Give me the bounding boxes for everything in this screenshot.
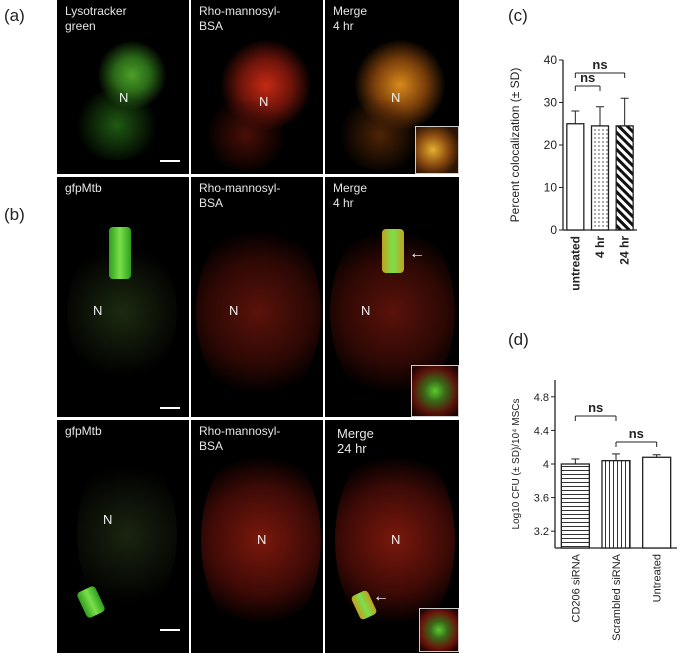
- zoom-inset: [415, 126, 459, 174]
- lysotracker-caption: Lysotracker green: [65, 4, 127, 33]
- bar: [566, 123, 585, 231]
- merge-caption: Merge 24 hr: [337, 426, 374, 456]
- y-tick-label: 4: [543, 459, 549, 471]
- nucleus-label: N: [361, 303, 371, 318]
- y-tick-label: 0: [550, 223, 557, 237]
- rho-caption: Rho-mannosyl- BSA: [199, 4, 281, 33]
- merge-caption: Merge 4 hr: [333, 4, 368, 33]
- micrograph-rho-mannosyl-bsa: Rho-mannosyl- BSA N: [191, 0, 323, 174]
- y-tick-label: 4.8: [534, 392, 549, 404]
- arrow-icon: ←: [409, 245, 425, 262]
- zoom-inset: [411, 365, 459, 417]
- bar: [601, 459, 631, 549]
- scale-bar: [160, 407, 180, 409]
- micrograph-gfpmtb: gfpMtb N: [57, 177, 189, 417]
- nucleus-label: N: [103, 512, 113, 527]
- scale-bar: [160, 629, 180, 631]
- bar: [615, 125, 634, 231]
- y-axis-label: Percent colocalization (± SD): [508, 68, 522, 223]
- panel-letter-d: (d): [508, 330, 529, 349]
- y-tick-label: 4.4: [534, 425, 549, 437]
- nucleus-label: N: [93, 303, 103, 318]
- nucleus-label: N: [391, 90, 401, 105]
- chart-colocalization: 0 10 20 30 40 Percent colocalization (± SD) un…: [508, 53, 637, 291]
- y-tick-label: 10: [544, 181, 558, 195]
- rho-caption: Rho-mannosyl- BSA: [199, 424, 281, 453]
- gfp-caption: gfpMtb: [65, 181, 102, 195]
- nucleus-label: N: [229, 303, 239, 318]
- y-tick-label: 20: [544, 138, 558, 152]
- nucleus-label: N: [259, 94, 269, 109]
- y-tick-label: 3.6: [534, 493, 549, 505]
- y-axis-label: Log10 CFU (± SD)/10⁴ MSCs: [511, 399, 522, 530]
- nucleus-label: N: [391, 532, 401, 547]
- micrograph-merge: Merge 4 hr N: [325, 0, 459, 174]
- panel-letter-a: (a): [4, 6, 25, 25]
- y-tick-label: 40: [544, 53, 558, 67]
- significance-label: ns: [580, 70, 595, 85]
- bar: [590, 125, 610, 231]
- significance-label: ns: [592, 57, 607, 72]
- significance-label: ns: [629, 426, 644, 441]
- y-tick-label: 30: [544, 96, 558, 110]
- scale-bar: [160, 160, 180, 162]
- micrograph-rho-mannosyl-bsa: Rho-mannosyl- BSA N: [191, 177, 323, 417]
- x-tick-label: untreated: [568, 236, 582, 291]
- micrograph-lysotracker: Lysotracker green N: [57, 0, 189, 174]
- x-tick-label: 4 hr: [593, 236, 607, 258]
- zoom-inset: [419, 608, 459, 652]
- micrograph-merge: ← Merge 4 hr N: [325, 177, 459, 417]
- micrograph-rho-mannosyl-bsa: Rho-mannosyl- BSA N: [191, 420, 323, 653]
- panel-letter-c: (c): [508, 6, 528, 25]
- nucleus-label: N: [119, 90, 129, 105]
- arrow-icon: ←: [373, 588, 389, 605]
- x-tick-label: 24 hr: [618, 236, 632, 265]
- gfp-caption: gfpMtb: [65, 424, 102, 438]
- bar: [642, 456, 672, 549]
- significance-label: ns: [588, 400, 603, 415]
- merge-caption: Merge 4 hr: [333, 181, 368, 210]
- micrograph-merge: ← Merge 24 hr N: [325, 420, 459, 653]
- rho-caption: Rho-mannosyl- BSA: [199, 181, 281, 210]
- x-tick-label: Untreated: [652, 554, 664, 602]
- x-tick-label: CD206 siRNA: [570, 553, 582, 622]
- x-tick-label: Scrambled siRNA: [611, 553, 623, 640]
- micrograph-gfpmtb: gfpMtb N: [57, 420, 189, 653]
- panel-letter-b: (b): [4, 205, 25, 224]
- nucleus-label: N: [257, 532, 267, 547]
- y-tick-label: 3.2: [534, 526, 549, 538]
- chart-cfu: 3.2 3.6 4 4.4 4.8 Log10 CFU (± SD)/10⁴ MSCs CD…: [511, 380, 677, 641]
- bar: [560, 463, 590, 549]
